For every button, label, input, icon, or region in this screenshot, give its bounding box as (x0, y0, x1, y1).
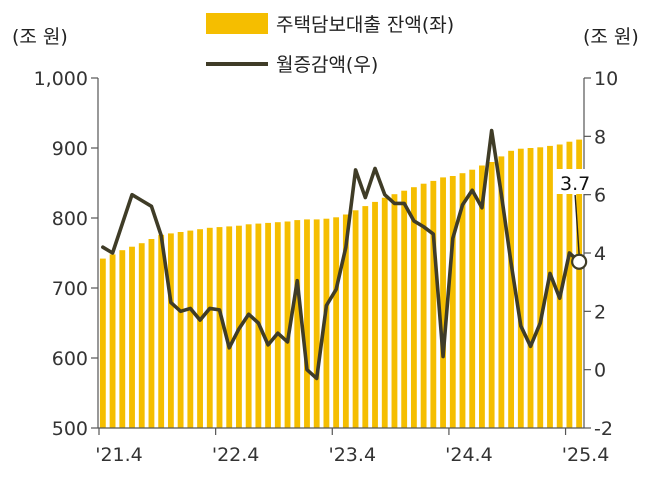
bar-balance-38 (469, 169, 476, 428)
bar-series (99, 139, 583, 429)
annotation-leader-line (574, 194, 580, 255)
bar-balance-4 (138, 243, 145, 428)
legend-label-balance: 주택담보대출 잔액(좌) (276, 14, 455, 36)
bar-balance-9 (187, 230, 194, 428)
bar-balance-33 (420, 183, 427, 428)
bar-balance-7 (167, 233, 174, 428)
legend-label-monthly-change: 월증감액(우) (276, 54, 379, 76)
tick-labels: 1,000 900 800 700 600 500 10 8 6 4 2 0 -2 '21.4 '22.4 '… (34, 68, 619, 466)
bar-balance-25 (342, 214, 349, 428)
bar-balance-31 (401, 190, 408, 428)
bar-balance-29 (381, 197, 388, 428)
bar-balance-21 (304, 219, 310, 428)
bar-balance-34 (430, 180, 437, 428)
bar-balance-35 (440, 177, 446, 428)
bar-balance-15 (245, 224, 252, 428)
bar-balance-46 (547, 145, 553, 428)
bar-balance-40 (488, 162, 495, 428)
x-tick-label-2: '23.4 (329, 444, 377, 466)
bar-balance-49 (576, 139, 583, 428)
right-tick-label-0: 10 (594, 68, 618, 90)
bar-balance-43 (517, 148, 524, 428)
bar-balance-45 (537, 147, 544, 429)
bar-balance-41 (498, 156, 505, 428)
annotation-label-bg (555, 169, 596, 194)
left-tick-label-1: 900 (52, 138, 88, 160)
right-tick-label-2: 6 (594, 185, 606, 207)
bar-balance-1 (109, 254, 116, 428)
bar-balance-39 (479, 165, 485, 428)
right-tick-label-1: 8 (594, 126, 606, 148)
left-tick-label-4: 600 (52, 348, 88, 370)
bar-balance-36 (449, 176, 456, 428)
left-tick-label-2: 800 (52, 208, 88, 230)
bar-balance-8 (177, 232, 184, 428)
legend-item-monthly-change: 월증감액(우) (206, 50, 378, 77)
bar-balance-5 (148, 239, 155, 428)
x-tick-label-4: '25.4 (562, 444, 610, 466)
bar-balance-0 (99, 258, 106, 428)
x-tick-label-1: '22.4 (212, 444, 260, 466)
left-tick-label-5: 500 (52, 418, 88, 440)
bar-balance-3 (129, 246, 135, 428)
bar-balance-17 (265, 222, 272, 428)
right-tick-label-5: 0 (594, 360, 606, 382)
bar-balance-32 (410, 187, 417, 428)
last-point-marker (571, 253, 588, 270)
left-tick-label-0: 1,000 (34, 68, 88, 90)
right-tick-label-6: -2 (594, 418, 613, 440)
legend-swatch-bar (206, 13, 268, 34)
right-tick-label-4: 2 (594, 301, 606, 323)
legend-item-balance: 주택담보대출 잔액(좌) (206, 10, 454, 37)
annotation-label: 3.7 (560, 173, 590, 195)
bar-balance-12 (216, 227, 223, 428)
left-axis-unit: (조 원) (12, 26, 68, 48)
bar-balance-6 (158, 234, 165, 428)
x-tick-label-3: '24.4 (445, 444, 493, 466)
line-monthly-change (101, 128, 581, 381)
bar-balance-30 (391, 194, 398, 428)
bar-balance-22 (313, 219, 320, 428)
bar-balance-20 (294, 220, 301, 428)
axes (91, 77, 591, 435)
bar-balance-47 (556, 144, 563, 428)
bar-balance-48 (566, 141, 573, 428)
bar-balance-42 (508, 150, 515, 429)
right-axis-unit: (조 원) (583, 26, 639, 48)
bar-balance-23 (323, 218, 330, 428)
bar-balance-24 (333, 217, 340, 428)
bar-balance-19 (284, 221, 291, 428)
bar-balance-37 (459, 173, 466, 428)
line-series: 3.7 (101, 128, 596, 381)
legend-swatch-line (206, 61, 268, 66)
bar-balance-2 (119, 250, 126, 428)
bar-balance-18 (274, 222, 281, 428)
bar-balance-10 (197, 229, 203, 428)
bar-balance-13 (226, 226, 233, 428)
bar-balance-11 (206, 227, 213, 428)
x-tick-label-0: '21.4 (95, 444, 143, 466)
bar-balance-26 (352, 210, 359, 428)
left-tick-label-3: 700 (52, 278, 88, 300)
bar-balance-27 (362, 206, 369, 428)
bar-balance-44 (527, 148, 534, 428)
bar-balance-28 (372, 201, 378, 428)
right-tick-label-3: 4 (594, 243, 606, 265)
